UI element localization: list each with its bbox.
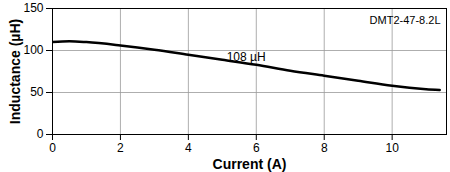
svg-text:10: 10 <box>385 141 399 155</box>
svg-text:Current (A): Current (A) <box>213 156 287 172</box>
svg-text:2: 2 <box>117 141 124 155</box>
svg-text:DMT2-47-8.2L: DMT2-47-8.2L <box>370 14 441 26</box>
svg-text:100: 100 <box>23 43 43 57</box>
svg-text:6: 6 <box>253 141 260 155</box>
svg-text:8: 8 <box>321 141 328 155</box>
svg-text:108 µH: 108 µH <box>227 50 266 64</box>
svg-text:Inductance (µH): Inductance (µH) <box>7 19 23 124</box>
svg-text:0: 0 <box>37 127 44 141</box>
svg-text:50: 50 <box>30 85 44 99</box>
svg-text:150: 150 <box>23 1 43 15</box>
svg-text:4: 4 <box>185 141 192 155</box>
svg-text:0: 0 <box>49 141 56 155</box>
